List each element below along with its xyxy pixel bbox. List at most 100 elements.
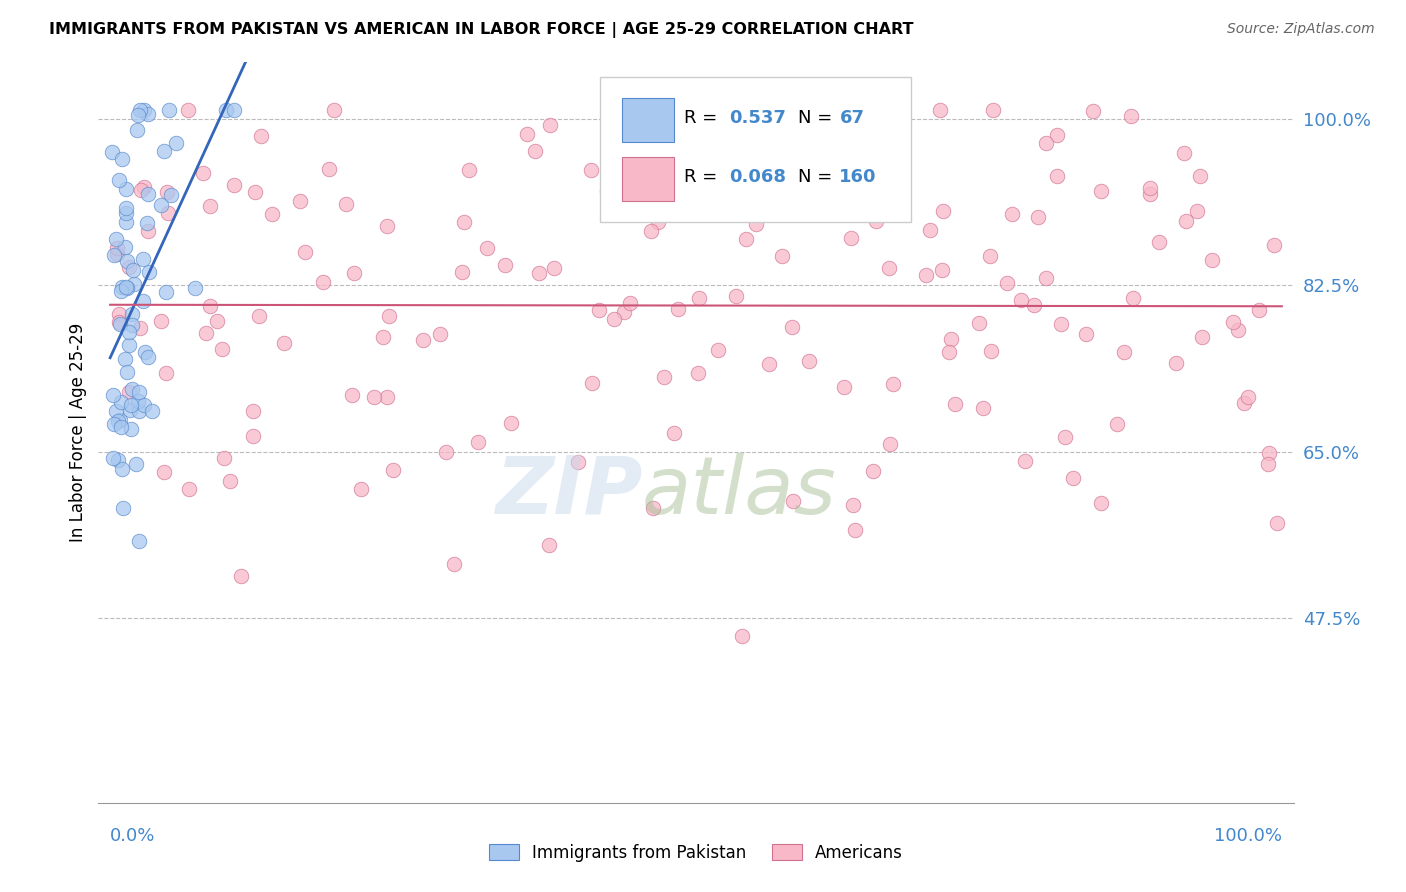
Point — [273, 336, 295, 351]
Point — [115, 281, 138, 295]
Point — [122, 277, 145, 291]
Point — [121, 318, 143, 333]
Point — [118, 260, 141, 274]
Point — [643, 500, 665, 515]
Point — [343, 266, 366, 280]
Point — [797, 354, 820, 368]
Point — [138, 265, 160, 279]
Point — [110, 284, 132, 298]
Point — [110, 419, 132, 434]
Point — [1122, 291, 1144, 305]
Point — [707, 343, 730, 357]
Point — [981, 103, 1004, 117]
Point — [920, 223, 942, 237]
Point — [1265, 516, 1288, 531]
Text: N =: N = — [797, 169, 832, 186]
Text: ZIP: ZIP — [495, 453, 643, 531]
Text: 0.0%: 0.0% — [110, 827, 156, 845]
Point — [153, 144, 176, 158]
Point — [1090, 495, 1112, 509]
Point — [735, 232, 758, 246]
Point — [160, 187, 183, 202]
Point — [652, 370, 675, 384]
Point — [1028, 210, 1050, 224]
Point — [943, 397, 966, 411]
Point — [1188, 169, 1211, 183]
Point — [1263, 237, 1285, 252]
Point — [598, 103, 620, 117]
Point — [1237, 390, 1260, 404]
Point — [1147, 235, 1170, 249]
Point — [127, 394, 149, 409]
Point — [434, 445, 457, 459]
Point — [177, 103, 200, 117]
Text: 0.068: 0.068 — [730, 169, 786, 186]
Point — [371, 330, 394, 344]
Point — [128, 103, 150, 117]
Point — [1105, 417, 1128, 432]
Point — [122, 263, 145, 277]
Point — [108, 413, 131, 427]
FancyBboxPatch shape — [621, 157, 675, 201]
Point — [114, 352, 136, 367]
Point — [136, 350, 159, 364]
Point — [799, 188, 821, 202]
Point — [516, 127, 538, 141]
Point — [136, 216, 159, 230]
Point — [375, 219, 398, 233]
Point — [972, 401, 994, 415]
Point — [1201, 253, 1223, 268]
Point — [443, 558, 465, 572]
Point — [363, 390, 385, 404]
Point — [350, 483, 373, 497]
Point — [149, 314, 172, 328]
Point — [103, 248, 125, 262]
Text: 100.0%: 100.0% — [1213, 827, 1282, 845]
Point — [120, 398, 142, 412]
Point — [194, 326, 217, 340]
Point — [318, 161, 340, 176]
Point — [915, 268, 938, 282]
FancyBboxPatch shape — [621, 98, 675, 142]
Point — [115, 280, 138, 294]
Point — [198, 199, 221, 213]
Point — [862, 464, 884, 478]
Point — [1191, 330, 1213, 344]
Point — [132, 398, 155, 412]
Point — [619, 295, 641, 310]
Point — [581, 376, 603, 391]
Point — [1014, 454, 1036, 468]
Point — [118, 337, 141, 351]
Point — [1046, 169, 1069, 183]
Point — [128, 534, 150, 549]
Point — [179, 482, 201, 496]
Point — [138, 107, 160, 121]
Point — [128, 404, 150, 418]
Point — [1045, 128, 1067, 142]
Point — [111, 153, 134, 167]
Point — [115, 254, 138, 268]
Point — [224, 103, 246, 117]
Point — [980, 343, 1002, 358]
Point — [1185, 203, 1208, 218]
Text: R =: R = — [685, 169, 723, 186]
Point — [839, 231, 862, 245]
Point — [141, 403, 163, 417]
Point — [929, 103, 952, 117]
Point — [250, 129, 273, 144]
Point — [537, 538, 560, 552]
Point — [995, 276, 1018, 290]
Point — [118, 384, 141, 399]
Point — [429, 326, 451, 341]
Point — [688, 291, 710, 305]
Point — [1139, 181, 1161, 195]
Point — [1022, 298, 1045, 312]
Point — [844, 523, 866, 537]
Point — [1053, 430, 1076, 444]
Point — [205, 314, 228, 328]
Point — [128, 384, 150, 399]
Point — [294, 244, 316, 259]
Point — [156, 206, 179, 220]
Point — [1121, 110, 1143, 124]
Point — [104, 232, 127, 246]
